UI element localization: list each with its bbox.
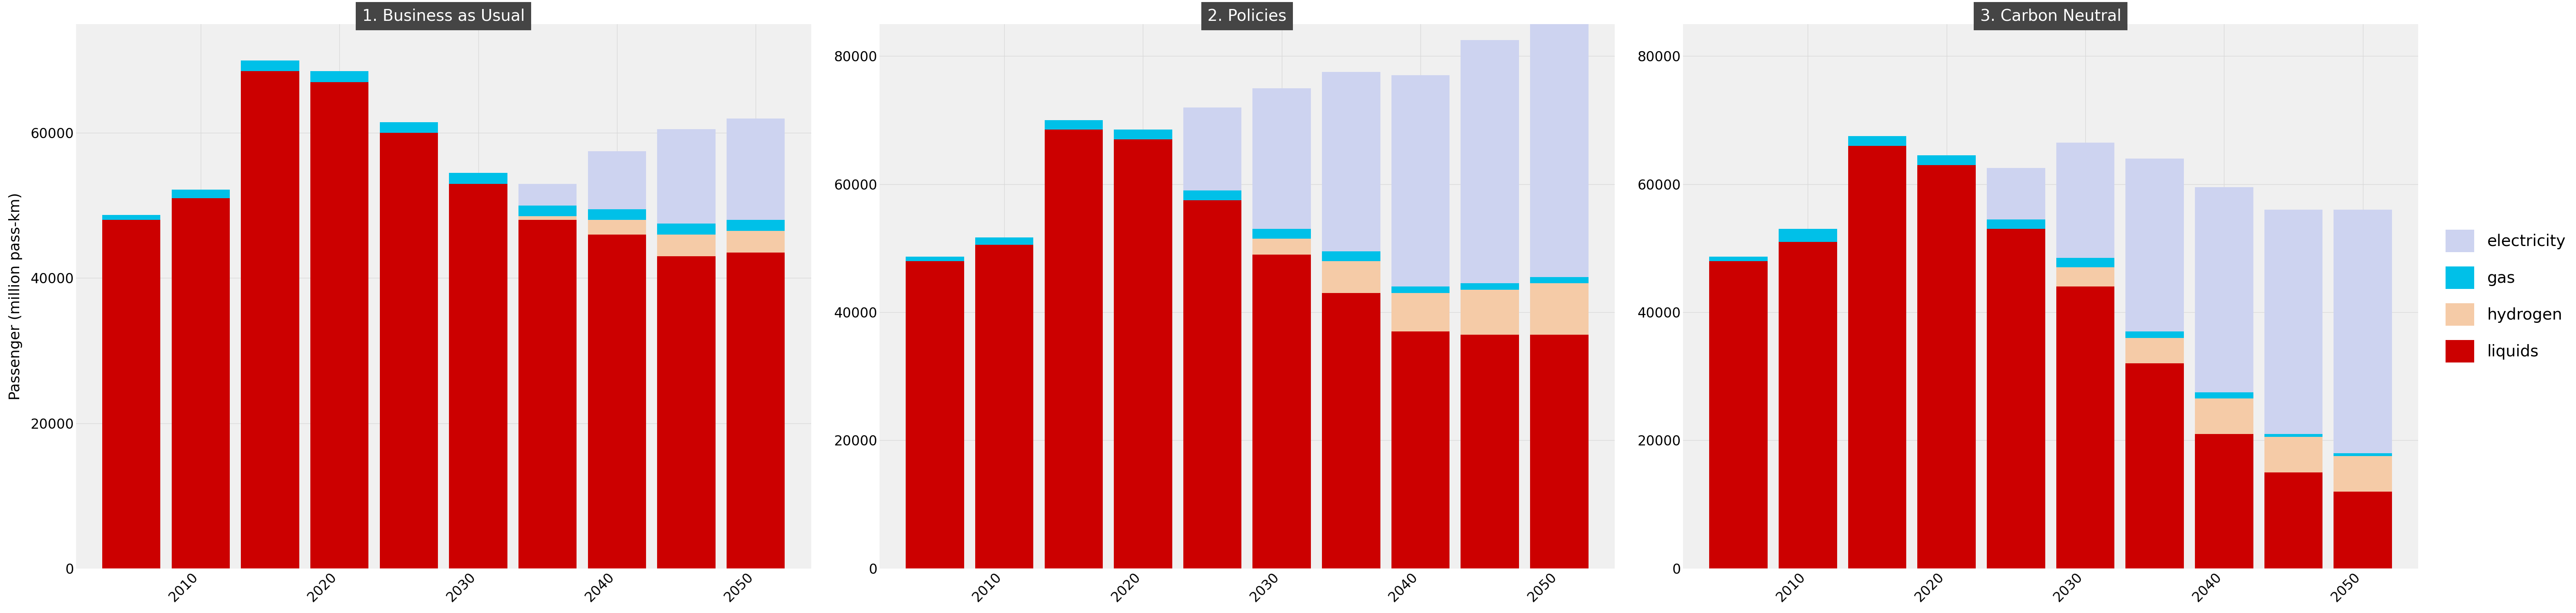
Bar bbox=[907, 261, 963, 568]
Bar bbox=[1391, 287, 1450, 293]
Bar bbox=[976, 237, 1033, 245]
Bar bbox=[2056, 257, 2115, 267]
Bar bbox=[2125, 332, 2184, 338]
Bar bbox=[1252, 88, 1311, 229]
Bar bbox=[1321, 251, 1381, 261]
Y-axis label: Passenger (million pass-km): Passenger (million pass-km) bbox=[8, 192, 23, 400]
Bar bbox=[2195, 398, 2254, 434]
Bar bbox=[448, 173, 507, 184]
Bar bbox=[1986, 168, 2045, 219]
Bar bbox=[1847, 136, 1906, 146]
Legend: electricity, gas, hydrogen, liquids: electricity, gas, hydrogen, liquids bbox=[2442, 225, 2571, 367]
Bar bbox=[1777, 229, 1837, 242]
Bar bbox=[1917, 155, 1976, 165]
Bar bbox=[2056, 267, 2115, 287]
Bar bbox=[1461, 40, 1520, 283]
Bar bbox=[103, 220, 160, 568]
Bar bbox=[1461, 283, 1520, 290]
Bar bbox=[1391, 293, 1450, 332]
Bar bbox=[726, 231, 786, 253]
Bar bbox=[657, 256, 716, 568]
Bar bbox=[657, 224, 716, 235]
Bar bbox=[2264, 434, 2324, 437]
Bar bbox=[1391, 332, 1450, 568]
Bar bbox=[726, 220, 786, 231]
Bar bbox=[976, 245, 1033, 568]
Bar bbox=[2125, 338, 2184, 364]
Bar bbox=[657, 129, 716, 224]
Bar bbox=[587, 235, 647, 568]
Bar bbox=[657, 235, 716, 256]
Bar bbox=[1461, 290, 1520, 335]
Bar bbox=[1530, 335, 1589, 568]
Bar bbox=[726, 253, 786, 568]
Bar bbox=[2334, 210, 2393, 453]
Bar bbox=[2195, 188, 2254, 392]
Bar bbox=[2195, 434, 2254, 568]
Bar bbox=[587, 151, 647, 209]
Bar bbox=[2334, 453, 2393, 456]
Text: 1. Business as Usual: 1. Business as Usual bbox=[363, 9, 526, 24]
Bar bbox=[2264, 210, 2324, 434]
Bar bbox=[1182, 107, 1242, 191]
Bar bbox=[1252, 238, 1311, 254]
Bar bbox=[518, 216, 577, 220]
Bar bbox=[2056, 142, 2115, 257]
Bar bbox=[242, 71, 299, 568]
Bar bbox=[173, 198, 229, 568]
Bar bbox=[1182, 191, 1242, 200]
Bar bbox=[309, 82, 368, 568]
Text: 3. Carbon Neutral: 3. Carbon Neutral bbox=[1981, 9, 2120, 24]
Bar bbox=[587, 220, 647, 235]
Bar bbox=[1321, 261, 1381, 293]
Bar bbox=[1252, 254, 1311, 568]
Bar bbox=[2264, 472, 2324, 568]
Bar bbox=[1182, 200, 1242, 568]
Bar bbox=[587, 209, 647, 220]
Bar bbox=[1710, 261, 1767, 568]
Bar bbox=[2334, 456, 2393, 492]
Bar bbox=[1847, 146, 1906, 568]
Bar bbox=[1391, 75, 1450, 287]
Bar bbox=[1917, 165, 1976, 568]
Bar bbox=[1461, 335, 1520, 568]
Bar bbox=[448, 184, 507, 568]
Bar bbox=[518, 184, 577, 205]
Bar bbox=[1986, 219, 2045, 229]
Bar bbox=[1321, 72, 1381, 251]
Bar bbox=[379, 133, 438, 568]
Bar bbox=[2125, 364, 2184, 568]
Text: 2. Policies: 2. Policies bbox=[1208, 9, 1285, 24]
Bar bbox=[2334, 492, 2393, 568]
Bar bbox=[1113, 139, 1172, 568]
Bar bbox=[518, 220, 577, 568]
Bar bbox=[1043, 130, 1103, 568]
Bar bbox=[1530, 277, 1589, 283]
Bar bbox=[2195, 392, 2254, 398]
Bar bbox=[379, 122, 438, 133]
Bar bbox=[726, 118, 786, 220]
Bar bbox=[1777, 242, 1837, 568]
Bar bbox=[2056, 287, 2115, 568]
Bar bbox=[173, 189, 229, 198]
Bar bbox=[1252, 229, 1311, 238]
Bar bbox=[103, 215, 160, 220]
Bar bbox=[518, 205, 577, 216]
Bar bbox=[1113, 130, 1172, 139]
Bar bbox=[1710, 256, 1767, 261]
Bar bbox=[1321, 293, 1381, 568]
Bar bbox=[1530, 15, 1589, 277]
Bar bbox=[242, 60, 299, 71]
Bar bbox=[1530, 283, 1589, 335]
Bar bbox=[2125, 159, 2184, 332]
Bar bbox=[1043, 120, 1103, 130]
Bar bbox=[907, 256, 963, 261]
Bar bbox=[1986, 229, 2045, 568]
Bar bbox=[309, 71, 368, 82]
Bar bbox=[2264, 437, 2324, 472]
